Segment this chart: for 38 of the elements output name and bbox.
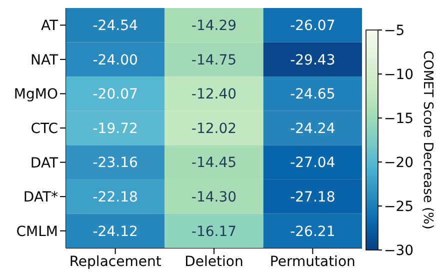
data-label: -27.04 bbox=[290, 155, 336, 172]
data-label: -26.21 bbox=[290, 224, 336, 240]
data-label: -16.17 bbox=[191, 224, 237, 240]
y-tick-label: DAT bbox=[30, 155, 58, 172]
data-label: -27.18 bbox=[290, 189, 336, 206]
color-bar-title: COMET Score Decrease (%) bbox=[420, 50, 435, 230]
y-tick-label: NAT bbox=[30, 52, 58, 68]
data-label: -24.54 bbox=[92, 18, 138, 34]
x-tick-label: Replacement bbox=[69, 254, 162, 270]
data-label: -12.02 bbox=[191, 120, 237, 137]
data-label: -14.75 bbox=[191, 52, 237, 68]
data-label: -24.24 bbox=[290, 120, 336, 137]
data-label: -14.45 bbox=[191, 155, 237, 172]
data-label: -19.72 bbox=[92, 120, 138, 137]
data-label: -24.65 bbox=[290, 86, 336, 103]
y-tick-label: CTC bbox=[30, 120, 58, 137]
color-bar-label: −15 bbox=[384, 110, 414, 127]
data-label: -14.29 bbox=[191, 18, 237, 34]
data-label: -24.12 bbox=[92, 224, 138, 240]
data-label: -23.16 bbox=[92, 155, 138, 172]
x-tick-label: Permutation bbox=[270, 254, 356, 270]
y-tick-label: CMLM bbox=[16, 224, 58, 240]
data-label: -12.40 bbox=[191, 86, 237, 103]
color-bar-label: −25 bbox=[384, 198, 414, 215]
data-label: -14.30 bbox=[191, 189, 237, 206]
color-bar-label: −5 bbox=[384, 22, 405, 39]
data-label: -20.07 bbox=[92, 86, 138, 103]
y-tick-label: DAT* bbox=[23, 190, 58, 206]
y-tick-label: MgMO bbox=[14, 86, 58, 103]
color-bar-label: −30 bbox=[384, 242, 414, 259]
x-tick-label: Deletion bbox=[184, 254, 244, 270]
data-label: -29.43 bbox=[290, 52, 336, 68]
data-label: -24.00 bbox=[92, 52, 138, 68]
color-bar-label: −20 bbox=[384, 154, 414, 171]
data-label: -22.18 bbox=[92, 189, 138, 206]
y-tick-label: AT bbox=[40, 18, 58, 34]
data-label: -26.07 bbox=[290, 18, 336, 34]
color-bar-label: −10 bbox=[384, 66, 414, 83]
